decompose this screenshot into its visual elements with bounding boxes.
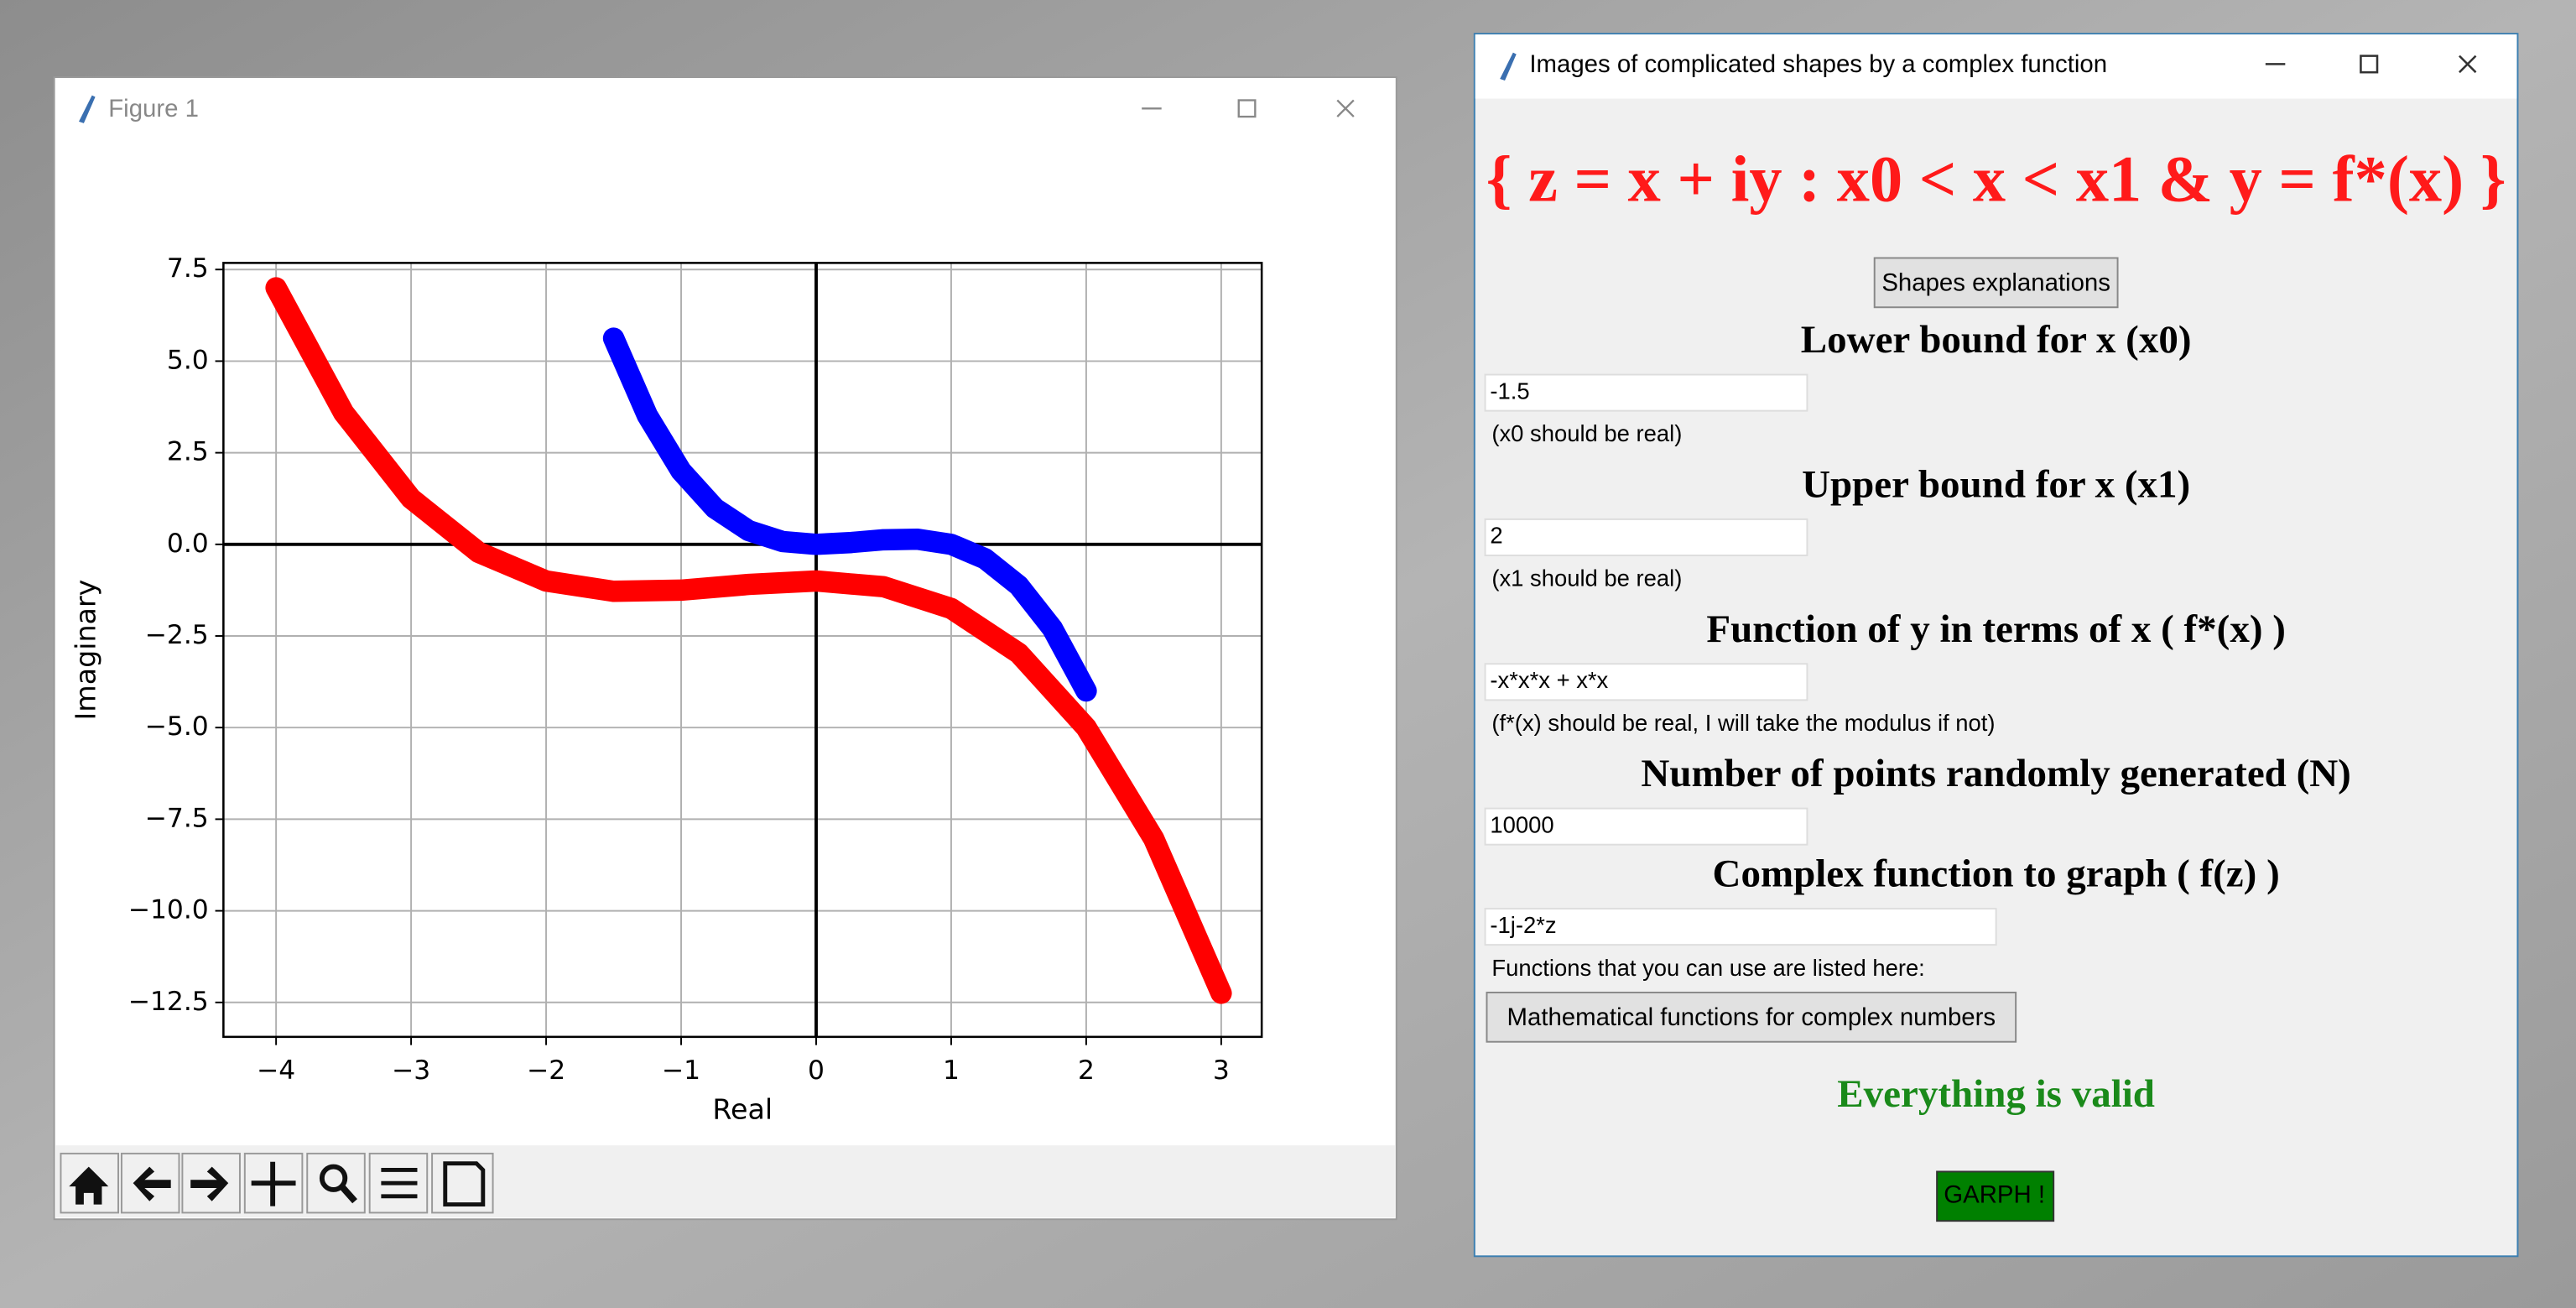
field-label: Upper bound for x (x1) (1802, 462, 2190, 506)
data-curve (602, 327, 1097, 702)
functions-button[interactable] (1486, 991, 2017, 1043)
pan-icon (251, 1161, 296, 1206)
input-value: 2 (1490, 523, 1502, 549)
y-tick-label: 5.0 (167, 345, 209, 375)
text-input[interactable] (1484, 807, 1808, 846)
text-input[interactable] (1484, 373, 1808, 412)
app-icon (79, 95, 96, 123)
input-value: 10000 (1490, 811, 1553, 837)
form-window: Images of complicated shapes by a comple… (1473, 33, 2519, 1258)
plot-frame (222, 262, 1263, 1039)
x-tick-label: 0 (808, 1055, 825, 1086)
x-tick-label: −1 (662, 1055, 700, 1086)
field-label: Function of y in terms of x ( f*(x) ) (1706, 607, 2286, 651)
y-tick-label: −2.5 (145, 620, 209, 650)
y-tick-label: −12.5 (128, 987, 209, 1017)
text-input[interactable] (1484, 518, 1808, 556)
status-message: Everything is valid (1837, 1072, 2155, 1116)
app-icon (1500, 52, 1517, 81)
back-icon (133, 1166, 171, 1201)
maximize-button[interactable] (2360, 55, 2379, 74)
field-hint: (f*(x) should be real, I will take the m… (1491, 710, 1995, 736)
x-tick-label: −3 (392, 1055, 430, 1086)
x-tick-label: 1 (943, 1055, 960, 1086)
input-value: -1j-2*z (1490, 912, 1556, 938)
heading: { z = x + iy : x0 < x < x1 & y = f*(x) } (1486, 142, 2506, 215)
plot-area (223, 263, 1262, 1037)
y-tick-label: 7.5 (167, 253, 209, 284)
home-icon (69, 1166, 109, 1205)
text-input[interactable] (1484, 663, 1808, 701)
window-title: Figure 1 (108, 95, 199, 122)
x-tick-label: −4 (257, 1055, 295, 1086)
x-tick-label: −2 (527, 1055, 565, 1086)
x-axis-label: Real (712, 1092, 773, 1125)
chart: −4 −3 −2 −1 0 1 2 3 7.5 5.0 2.5 0.0 −2.5 −5.0 −7.5 −10.… (69, 253, 1263, 1125)
window-title: Images of complicated shapes by a comple… (1529, 50, 2107, 78)
window-frame (1473, 33, 2519, 1258)
maximize-button[interactable] (1237, 99, 1257, 118)
title-bar (1475, 34, 2517, 99)
field-label: Number of points randomly generated (N) (1641, 752, 2350, 795)
text-input[interactable] (1484, 908, 1997, 946)
zoom-handle (339, 1184, 357, 1204)
x-tick-label: 3 (1213, 1055, 1230, 1086)
zoom-button[interactable] (306, 1152, 366, 1214)
forward-icon (190, 1166, 229, 1201)
field-label: Complex function to graph ( f(z) ) (1713, 852, 2280, 896)
toolbar-icons (60, 1152, 494, 1214)
input-value: -x*x*x + x*x (1490, 667, 1608, 693)
close-button[interactable] (2459, 55, 2477, 74)
figure-window: Figure 1 −4 −3 −2 −1 0 1 2 3 7.5 5.0 2.5 0.0 −2.5 −5.… (53, 76, 1397, 1221)
y-tick-label: −10.0 (128, 895, 209, 925)
field-hint: (x0 should be real) (1491, 420, 1682, 446)
zoom-icon (319, 1164, 348, 1192)
y-tick-label: 2.5 (167, 437, 209, 467)
explain-button[interactable] (1873, 257, 2119, 309)
graph-button-label: GARPH ! (1944, 1181, 2045, 1209)
graph-button[interactable] (1936, 1170, 2055, 1222)
x-tick-label: 2 (1078, 1055, 1095, 1086)
field-label: Lower bound for x (x0) (1801, 318, 2192, 362)
functions-button-label: Mathematical functions for complex numbe… (1507, 1003, 1996, 1031)
field-hint: Functions that you can use are listed he… (1491, 955, 1924, 981)
data-curve (265, 277, 1232, 1004)
y-tick-label: −5.0 (145, 711, 209, 742)
close-button[interactable] (1336, 99, 1355, 117)
configure-icon (381, 1168, 418, 1199)
y-tick-label: 0.0 (167, 529, 209, 559)
input-value: -1.5 (1490, 378, 1529, 404)
explain-button-label: Shapes explanations (1881, 269, 2110, 297)
save-icon (443, 1161, 486, 1207)
y-tick-label: −7.5 (145, 803, 209, 833)
y-axis-label: Imaginary (69, 580, 101, 721)
field-hint: (x1 should be real) (1491, 565, 1682, 591)
